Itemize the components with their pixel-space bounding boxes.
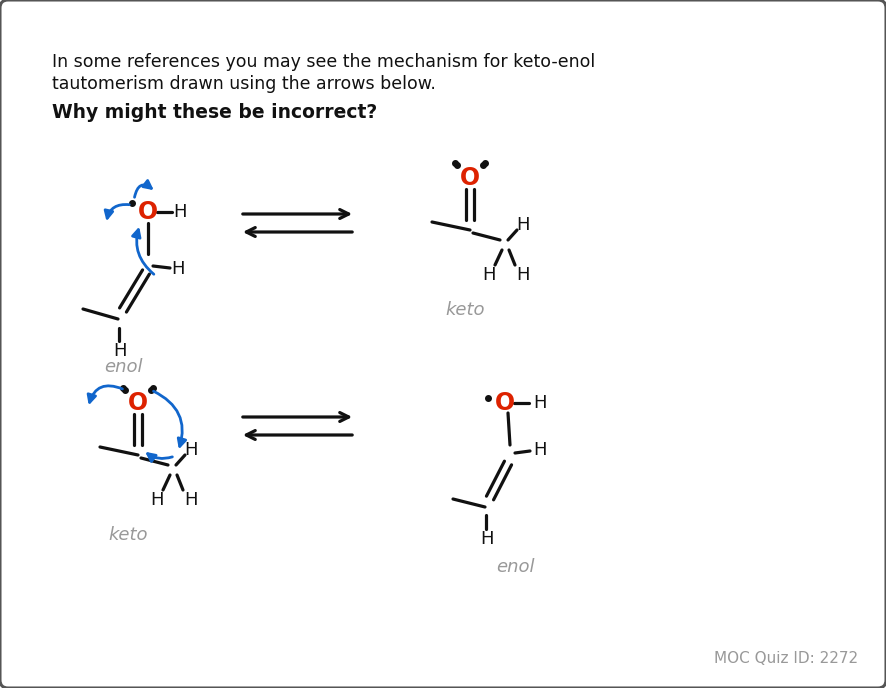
Text: H: H [184, 491, 198, 509]
Text: H: H [517, 266, 530, 284]
Text: keto: keto [446, 301, 485, 319]
Text: H: H [171, 260, 185, 278]
Text: H: H [517, 216, 530, 234]
Text: tautomerism drawn using the arrows below.: tautomerism drawn using the arrows below… [52, 75, 436, 93]
FancyArrowPatch shape [105, 204, 129, 218]
FancyArrowPatch shape [133, 230, 154, 275]
FancyArrowPatch shape [153, 391, 186, 447]
Text: O: O [138, 200, 158, 224]
Text: H: H [533, 441, 547, 459]
Text: O: O [460, 166, 480, 190]
Text: H: H [113, 342, 127, 360]
Text: H: H [184, 441, 198, 459]
Text: enol: enol [496, 558, 534, 576]
FancyArrowPatch shape [88, 386, 122, 402]
Text: H: H [533, 394, 547, 412]
Text: MOC Quiz ID: 2272: MOC Quiz ID: 2272 [714, 651, 858, 666]
Text: keto: keto [108, 526, 148, 544]
Text: H: H [482, 266, 496, 284]
Text: enol: enol [104, 358, 143, 376]
Text: In some references you may see the mechanism for keto-enol: In some references you may see the mecha… [52, 53, 595, 71]
Text: O: O [128, 391, 148, 415]
Text: Why might these be incorrect?: Why might these be incorrect? [52, 103, 377, 122]
FancyArrowPatch shape [148, 453, 173, 462]
Text: H: H [151, 491, 164, 509]
Text: O: O [495, 391, 515, 415]
FancyArrowPatch shape [135, 180, 152, 197]
Text: H: H [480, 530, 494, 548]
Text: H: H [174, 203, 187, 221]
